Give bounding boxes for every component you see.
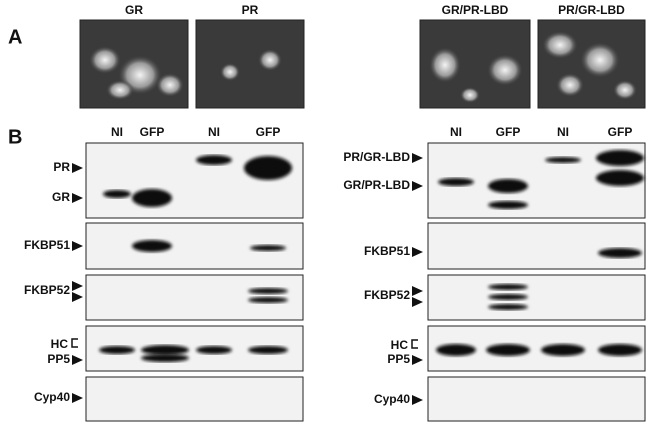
- image-label: GR: [125, 3, 143, 17]
- band: [488, 294, 528, 300]
- band: [248, 297, 288, 303]
- cell: [106, 80, 134, 100]
- band: [438, 178, 474, 186]
- band: [596, 170, 644, 186]
- band: [486, 344, 530, 356]
- band: [196, 155, 232, 165]
- arrow: [72, 163, 83, 173]
- micrograph: [195, 19, 305, 109]
- lane-label: GFP: [496, 125, 521, 139]
- bracket: [411, 339, 418, 349]
- arrow: [72, 281, 83, 291]
- row-label: PP5: [387, 352, 410, 366]
- cell: [220, 63, 240, 81]
- band: [598, 344, 642, 356]
- row-label: PR: [53, 160, 70, 174]
- band: [598, 248, 642, 258]
- panel-label: B: [8, 126, 22, 148]
- arrow: [412, 355, 423, 365]
- arrow: [72, 193, 83, 203]
- band: [545, 157, 581, 163]
- lane-label: NI: [450, 125, 462, 139]
- lane-label: NI: [208, 125, 220, 139]
- band: [488, 179, 528, 193]
- band: [488, 284, 528, 290]
- band: [436, 344, 476, 356]
- band: [141, 354, 189, 362]
- cell: [580, 42, 620, 78]
- row-label: FKBP51: [364, 244, 410, 258]
- band: [248, 346, 288, 354]
- image-label: PR/GR-LBD: [558, 3, 625, 17]
- blot-box: [85, 376, 304, 422]
- arrow: [72, 292, 83, 302]
- band: [488, 201, 528, 209]
- band: [541, 344, 585, 356]
- cell: [487, 54, 523, 86]
- arrow: [412, 153, 423, 163]
- arrow: [72, 241, 83, 251]
- bracket: [71, 338, 78, 348]
- row-label: FKBP52: [24, 283, 70, 297]
- band: [103, 190, 131, 198]
- cell: [613, 80, 637, 100]
- band: [132, 240, 172, 252]
- row-label: Cyp40: [34, 390, 70, 404]
- band: [248, 288, 288, 294]
- lane-label: GFP: [140, 125, 165, 139]
- lane-label: GFP: [608, 125, 633, 139]
- row-label: HC: [391, 338, 409, 352]
- row-label: Cyp40: [374, 392, 410, 406]
- image-label: GR/PR-LBD: [442, 3, 509, 17]
- arrow: [72, 355, 83, 365]
- row-label: GR: [52, 190, 70, 204]
- arrow: [72, 393, 83, 403]
- blot-box: [427, 222, 646, 270]
- row-label: FKBP52: [364, 288, 410, 302]
- blot-box: [427, 376, 646, 422]
- band: [488, 304, 528, 310]
- arrow: [412, 181, 423, 191]
- band: [250, 245, 286, 251]
- cell: [460, 87, 480, 103]
- row-label: PR/GR-LBD: [343, 150, 410, 164]
- cell: [542, 31, 578, 59]
- band: [99, 346, 135, 354]
- row-label: FKBP51: [24, 238, 70, 252]
- band: [196, 346, 232, 354]
- arrow: [412, 286, 423, 296]
- arrow: [412, 297, 423, 307]
- band: [244, 156, 292, 180]
- lane-label: NI: [557, 125, 569, 139]
- blot-box: [427, 274, 646, 321]
- panel-label: A: [8, 26, 22, 48]
- cell: [89, 46, 121, 74]
- band: [132, 189, 172, 207]
- cell: [156, 73, 184, 97]
- band: [141, 345, 189, 355]
- lane-label: GFP: [256, 125, 281, 139]
- cell: [258, 49, 282, 71]
- blot-box: [85, 142, 304, 219]
- cell: [556, 73, 584, 97]
- row-label: PP5: [47, 352, 70, 366]
- arrow: [412, 247, 423, 257]
- row-label: GR/PR-LBD: [343, 178, 410, 192]
- arrow: [412, 395, 423, 405]
- band: [596, 150, 644, 166]
- lane-label: NI: [111, 125, 123, 139]
- row-label: HC: [51, 337, 69, 351]
- cell: [429, 47, 461, 83]
- image-label: PR: [242, 3, 259, 17]
- blot-box: [85, 222, 304, 270]
